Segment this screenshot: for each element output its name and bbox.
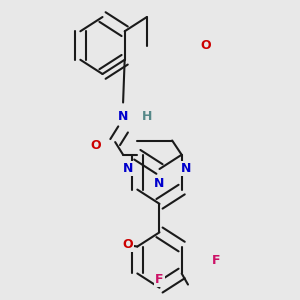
Text: O: O (122, 238, 133, 251)
Text: F: F (155, 273, 164, 286)
Text: N: N (154, 177, 165, 190)
Text: O: O (91, 139, 101, 152)
Text: N: N (118, 110, 128, 123)
Text: O: O (201, 39, 211, 52)
Text: F: F (212, 254, 221, 267)
Text: N: N (181, 163, 192, 176)
Text: N: N (123, 163, 133, 176)
Text: H: H (142, 110, 152, 123)
